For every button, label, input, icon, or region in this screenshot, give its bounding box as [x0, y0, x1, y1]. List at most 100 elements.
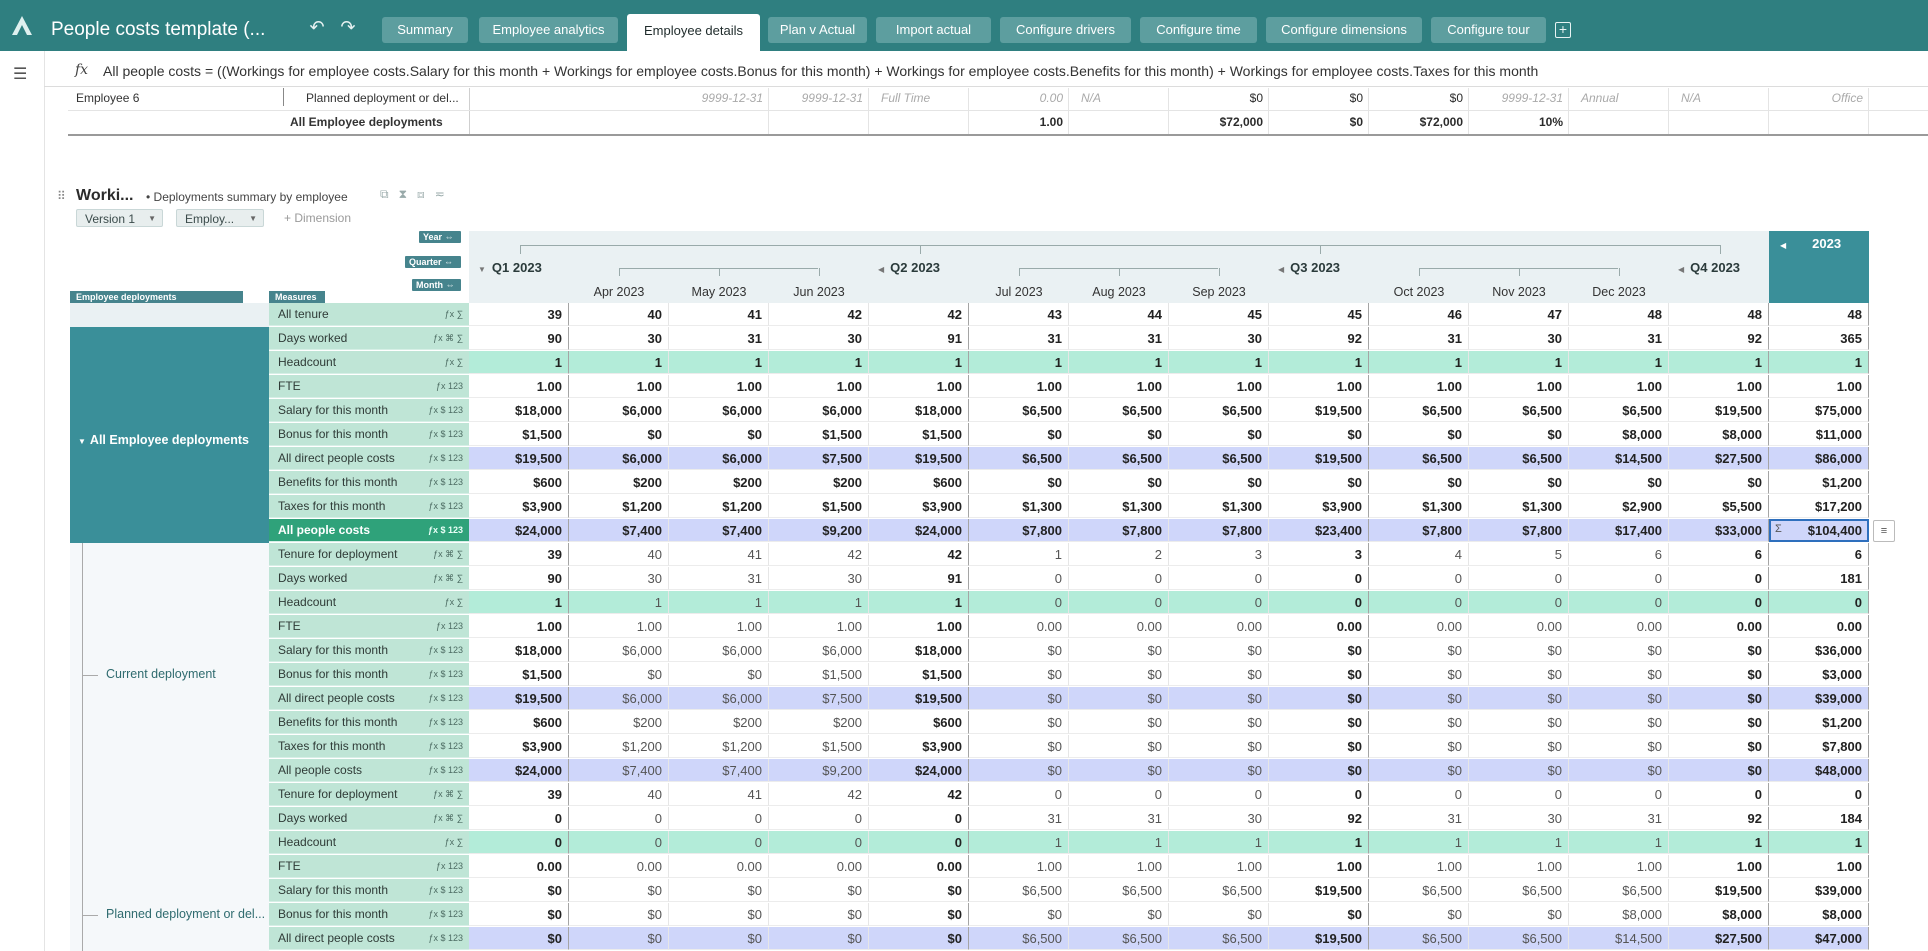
app-title[interactable]: People costs template (...	[51, 19, 266, 40]
grid-cell[interactable]: 5	[1469, 543, 1569, 566]
grid-cell[interactable]: $0	[569, 423, 669, 446]
grid-cell[interactable]: 30	[569, 327, 669, 350]
grid-cell[interactable]: 40	[569, 783, 669, 806]
grid-cell[interactable]: $17,400	[1569, 519, 1669, 542]
grid-cell[interactable]: 0.00	[1169, 615, 1269, 638]
tab-configure-tour[interactable]: Configure tour	[1431, 17, 1546, 43]
grid-cell[interactable]: 1	[1769, 351, 1869, 374]
grid-cell[interactable]: $0	[569, 879, 669, 902]
grid-cell[interactable]: $0	[1669, 471, 1769, 494]
grid-cell[interactable]: 1.00	[1269, 375, 1369, 398]
group-all-label[interactable]: ▼ All Employee deployments	[78, 433, 249, 447]
grid-cell[interactable]: $1,500	[769, 663, 869, 686]
grid-cell[interactable]: 0	[1369, 783, 1469, 806]
version-chip[interactable]: Version 1 ▼	[76, 209, 163, 227]
grid-cell[interactable]: 0	[769, 831, 869, 854]
grid-cell[interactable]: $0	[1569, 639, 1669, 662]
grid-cell[interactable]: $0	[1169, 687, 1269, 710]
grid-cell[interactable]: 1.00	[1569, 855, 1669, 878]
grid-cell[interactable]: $7,800	[1169, 519, 1269, 542]
grid-cell[interactable]: 46	[1369, 303, 1469, 326]
tab-configure-drivers[interactable]: Configure drivers	[1000, 17, 1131, 43]
drag-handle-icon[interactable]: ⠿	[57, 189, 66, 203]
grid-cell[interactable]: $23,400	[1269, 519, 1369, 542]
grid-cell[interactable]: $6,000	[669, 447, 769, 470]
grid-cell[interactable]: 41	[669, 303, 769, 326]
grid-cell[interactable]: 1.00	[1369, 375, 1469, 398]
month-header[interactable]: Jul 2023	[995, 285, 1043, 299]
grid-cell[interactable]: 1.00	[869, 615, 969, 638]
grid-cell[interactable]: $7,500	[769, 687, 869, 710]
grid-cell[interactable]: $6,000	[769, 399, 869, 422]
grid-cell[interactable]: $48,000	[1769, 759, 1869, 782]
grid-cell[interactable]: 92	[1269, 807, 1369, 830]
grid-cell[interactable]: $0	[1069, 759, 1169, 782]
grid-cell[interactable]: $0	[969, 639, 1069, 662]
grid-cell[interactable]: $0	[1469, 663, 1569, 686]
grid-cell[interactable]: 1.00	[1069, 855, 1169, 878]
add-tab-icon[interactable]: +	[1555, 22, 1571, 38]
upper-cell[interactable]: Annual	[1581, 91, 1619, 105]
grid-cell[interactable]: $200	[769, 471, 869, 494]
grid-cell[interactable]: $0	[1669, 735, 1769, 758]
grid-cell[interactable]: 1	[1369, 351, 1469, 374]
grid-cell[interactable]: $0	[1269, 735, 1369, 758]
grid-cell[interactable]: 0.00	[769, 855, 869, 878]
grid-cell[interactable]: $19,500	[1269, 447, 1369, 470]
grid-cell[interactable]: 42	[869, 303, 969, 326]
grid-cell[interactable]: 41	[669, 543, 769, 566]
grid-cell[interactable]: $0	[1369, 759, 1469, 782]
grid-cell[interactable]: 31	[969, 327, 1069, 350]
month-header[interactable]: Sep 2023	[1192, 285, 1246, 299]
grid-cell[interactable]: $0	[1469, 759, 1569, 782]
grid-cell[interactable]: $9,200	[769, 519, 869, 542]
employee-chip[interactable]: Employ... ▼	[176, 209, 264, 227]
grid-cell[interactable]: 0	[469, 807, 569, 830]
grid-cell[interactable]: $0	[969, 735, 1069, 758]
grid-cell[interactable]: 1	[969, 831, 1069, 854]
grid-cell[interactable]: 0.00	[1369, 615, 1469, 638]
grid-cell[interactable]: $7,800	[1469, 519, 1569, 542]
grid-cell[interactable]: $0	[569, 927, 669, 950]
grid-cell[interactable]: 0	[869, 831, 969, 854]
grid-cell[interactable]: 1	[969, 543, 1069, 566]
chevron-left-icon[interactable]: ◀	[1278, 265, 1285, 274]
grid-cell[interactable]: $0	[1669, 687, 1769, 710]
grid-cell[interactable]: $19,500	[1669, 879, 1769, 902]
grid-cell[interactable]: $0	[1469, 423, 1569, 446]
add-dimension-button[interactable]: + Dimension	[284, 211, 352, 225]
grid-cell[interactable]: $86,000	[1769, 447, 1869, 470]
grid-cell[interactable]: 31	[669, 567, 769, 590]
upper-cell[interactable]: N/A	[1081, 91, 1102, 105]
month-header[interactable]: Aug 2023	[1092, 285, 1146, 299]
grid-cell[interactable]: $7,400	[669, 519, 769, 542]
grid-cell[interactable]: $0	[1269, 759, 1369, 782]
grid-cell[interactable]: $47,000	[1769, 927, 1869, 950]
grid-cell[interactable]: $1,200	[569, 735, 669, 758]
grid-cell[interactable]: 31	[1069, 807, 1169, 830]
grid-cell[interactable]: 1	[1669, 831, 1769, 854]
row-label[interactable]: Days worked ƒx ⌘ ∑	[269, 567, 469, 590]
grid-cell[interactable]: 91	[869, 327, 969, 350]
block-title[interactable]: Worki...	[76, 187, 134, 204]
grid-cell[interactable]: $0	[1469, 711, 1569, 734]
grid-cell[interactable]: $0	[1269, 663, 1369, 686]
app-logo-icon[interactable]	[10, 14, 34, 38]
grid-cell[interactable]: 1	[1569, 831, 1669, 854]
tab-plan-v-actual[interactable]: Plan v Actual	[768, 17, 867, 43]
grid-cell[interactable]: 31	[1569, 327, 1669, 350]
grid-cell[interactable]: 0	[1069, 783, 1169, 806]
group-current-label[interactable]: Current deployment	[106, 667, 216, 681]
grid-cell[interactable]: $9,200	[769, 759, 869, 782]
cell-options-button[interactable]: ≡	[1873, 520, 1895, 542]
grid-cell[interactable]: $0	[469, 903, 569, 926]
grid-cell[interactable]: 0.00	[1569, 615, 1669, 638]
grid-cell[interactable]: $19,500	[869, 447, 969, 470]
grid-cell[interactable]: $0	[1269, 903, 1369, 926]
grid-cell[interactable]: $0	[569, 903, 669, 926]
grid-cell[interactable]: $8,000	[1569, 423, 1669, 446]
grid-cell[interactable]: $5,500	[1669, 495, 1769, 518]
grid-cell[interactable]: 0	[1469, 591, 1569, 614]
grid-cell[interactable]: 1.00	[769, 375, 869, 398]
grid-cell[interactable]: $0	[1269, 423, 1369, 446]
